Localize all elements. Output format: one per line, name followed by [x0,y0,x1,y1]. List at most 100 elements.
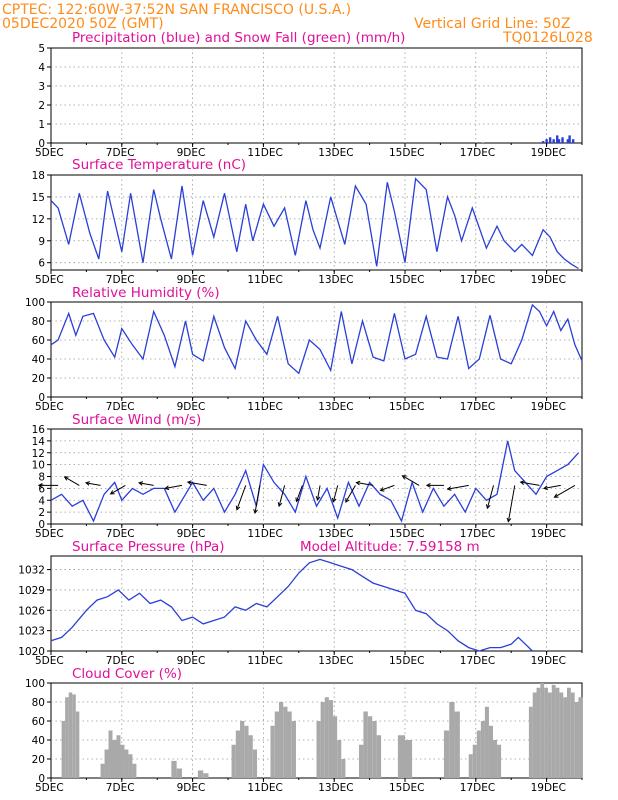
wind-ytick-label: 6 [38,483,45,495]
temperature-panel: Surface Temperature (nC) 6 9 12 15 18 5DEC 7DE… [32,157,583,286]
cloud-bar [540,683,545,778]
rh-xtick-label: 19DEC [531,401,566,413]
precip-bar-Precipitation [545,139,548,143]
cloud-bar [120,744,125,778]
precip-frame [50,47,583,144]
rh-ytick-label: 60 [32,335,45,347]
wind-arrow-head [315,496,321,502]
precip-ytick-label: 3 [38,81,45,93]
wind-arrow-head [345,497,350,503]
wind-arrow [110,484,126,495]
cloud-bar [497,744,502,778]
cloud-xtick-label: 15DEC [389,782,424,794]
wind-arrow [332,485,339,502]
cloud-xtick-label: 13DEC [318,782,353,794]
cloud-xtick-label: 9DEC [177,782,206,794]
cloud-bar [341,759,346,778]
wind-xtick-label: 17DEC [460,528,495,540]
cloud-bar [328,700,334,778]
cloud-bar [283,706,288,778]
cloud-bar [203,773,209,778]
cloud-ytick-label: 80 [32,697,45,709]
precip-bar-Precipitation [541,141,545,143]
precip-bar-Precipitation [571,139,575,143]
cloud-ytick-label: 20 [32,754,45,766]
cloud-bar [454,711,460,778]
temp-xtick-label: 17DEC [460,274,495,286]
cloud-bar [574,702,579,778]
cloud-bar [547,692,552,778]
wind-ytick-label: 4 [38,495,45,507]
rh-line [50,303,583,375]
pressure-ytick-label: 1020 [18,646,45,658]
pressure-title: Surface Pressure (hPa) [72,539,225,555]
cloud-bar [291,721,296,778]
wind-arrow [520,481,540,486]
cloud-bar [320,702,325,778]
wind-xtick-label: 5DEC [35,528,64,540]
pressure-xtick-label: 13DEC [318,655,353,667]
cloud-bar [536,687,541,778]
wind-arrow [356,481,374,486]
wind-xtick-label: 15DEC [389,528,424,540]
cloud-bar [65,697,69,778]
cloud-bar [563,697,568,778]
pressure-ytick-label: 1026 [18,605,45,617]
precip-bar-Precipitation [557,139,561,143]
wind-arrow-head [109,490,115,495]
wind-xtick-label: 7DEC [106,528,135,540]
precip-ytick-label: 1 [38,119,45,131]
wind-line [50,440,579,523]
wind-title: Surface Wind (m/s) [72,412,201,428]
cloud-bar [405,740,413,778]
cloud-bar [316,721,321,778]
cloud-bar [492,740,498,778]
precip-bar-Precipitation [552,139,555,143]
wind-arrow-head [37,483,43,488]
wind-ytick-label: 0 [38,519,45,531]
precip-bar-Precipitation [568,135,571,143]
cloud-bar [75,711,80,778]
pressure-panel: Surface Pressure (hPa) Model Altitude: 7… [18,539,583,667]
pressure-frame [50,555,583,652]
cloud-xtick-label: 11DEC [247,782,282,794]
wind-arrow-head [235,505,241,511]
precip-bar-Precipitation [556,135,559,143]
cloud-bar [252,749,258,778]
temp-ytick-label: 9 [38,236,45,248]
wind-arrow [187,481,207,486]
wind-xtick-label: 13DEC [318,528,353,540]
cloud-bar [68,692,73,778]
cloud-bar [472,744,477,778]
pressure-xtick-label: 19DEC [531,655,566,667]
pressure-xtick-label: 11DEC [247,655,282,667]
cloud-bar [397,735,405,778]
wind-arrow-head [186,480,192,485]
wind-ytick-label: 16 [32,424,46,436]
rh-xtick-label: 11DEC [247,401,282,413]
precip-ytick-label: 2 [38,100,45,112]
cloud-bar [476,730,481,778]
wind-arrow-head [425,483,431,488]
cloud-bar [274,711,279,778]
wind-arrow [316,485,321,501]
pressure-ytick-label: 1023 [18,626,45,638]
pressure-xtick-label: 5DEC [35,655,64,667]
wind-arrow [64,476,80,486]
precip-bar-Snow Fall [481,142,485,143]
rh-xtick-label: 15DEC [389,401,424,413]
wind-arrow-head [401,475,407,480]
cloud-ytick-label: 60 [32,716,45,728]
rh-ytick-label: 40 [32,354,45,366]
wind-arrow [85,482,101,486]
wind-arrow-head [138,481,144,486]
cloud-bar [197,770,204,778]
wind-ytick-label: 10 [32,460,45,472]
wind-arrow [278,485,286,507]
cloud-xtick-label: 17DEC [460,782,495,794]
station-header: CPTEC: 122:60W-37:52N SAN FRANCISCO (U.S… [2,2,351,18]
cloud-bar [468,754,473,778]
cloud-bar [484,706,489,778]
cloud-bar [244,725,249,778]
